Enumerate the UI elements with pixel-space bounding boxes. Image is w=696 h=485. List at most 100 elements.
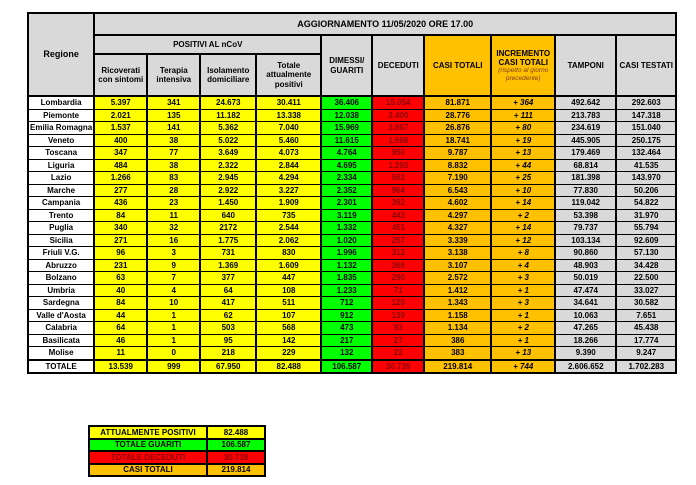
- cell-incremento: + 14: [490, 221, 557, 235]
- cell-isolamento: 2172: [199, 221, 258, 235]
- cell-ricoverati: 340: [93, 221, 149, 235]
- cell-testati: 31.970: [615, 208, 678, 222]
- cell-incremento: + 80: [490, 121, 557, 135]
- cell-guariti: 1.233: [320, 283, 374, 297]
- cell-deceduti: 30.739: [371, 358, 426, 374]
- cell-incremento: + 19: [490, 133, 557, 147]
- cell-terapia: 999: [146, 358, 202, 374]
- cell-positivi: 108: [255, 283, 323, 297]
- cell-casi: 18.741: [423, 133, 493, 147]
- cell-terapia: 4: [146, 283, 202, 297]
- cell-tamponi: 103.134: [554, 233, 618, 247]
- summary-value: 82.488: [206, 425, 266, 440]
- cell-isolamento: 377: [199, 271, 258, 285]
- cell-incremento: + 44: [490, 158, 557, 172]
- cell-incremento: + 3: [490, 271, 557, 285]
- summary-label: CASI TOTALI: [88, 462, 208, 477]
- update-title: AGGIORNAMENTO 11/05/2020 ORE 17.00: [93, 12, 678, 36]
- cell-tamponi: 119.042: [554, 196, 618, 210]
- cell-regione: Puglia: [26, 221, 96, 235]
- cell-testati: 54.822: [615, 196, 678, 210]
- cell-terapia: 1: [146, 308, 202, 322]
- cell-tamponi: 79.737: [554, 221, 618, 235]
- cell-positivi: 2.062: [255, 233, 323, 247]
- cell-incremento: + 1: [490, 283, 557, 297]
- summary-value: 106.587: [206, 437, 266, 452]
- cell-deceduti: 451: [371, 221, 426, 235]
- cell-incremento: + 4: [490, 258, 557, 272]
- cell-deceduti: 1.666: [371, 133, 426, 147]
- cell-terapia: 11: [146, 208, 202, 222]
- cell-casi: 6.543: [423, 183, 493, 197]
- cell-testati: 55.794: [615, 221, 678, 235]
- cell-tamponi: 34.641: [554, 296, 618, 310]
- cell-casi: 1.158: [423, 308, 493, 322]
- cell-guariti: 132: [320, 346, 374, 360]
- table-row: Emilia Romagna 1.537 141 5.362 7.040 15.969 3.…: [26, 121, 678, 135]
- casi-totali-header: CASI TOTALI: [423, 34, 493, 97]
- summary-row: TOTALE GUARITI 106.587: [88, 437, 266, 452]
- header-row-title: Regione AGGIORNAMENTO 11/05/2020 ORE 17.…: [26, 12, 678, 97]
- cell-casi: 28.776: [423, 108, 493, 122]
- table-row: Veneto 400 38 5.022 5.460 11.615 1.666 18.741 + …: [26, 133, 678, 147]
- table-row: Trento 84 11 640 735 3.119 443 4.297 + 2 53.398 31…: [26, 208, 678, 222]
- cell-tamponi: 48.903: [554, 258, 618, 272]
- table-row: Lombardia 5.397 341 24.673 30.411 36.406 15.05…: [26, 95, 678, 110]
- cell-positivi: 229: [255, 346, 323, 360]
- cell-isolamento: 24.673: [199, 95, 258, 110]
- cell-positivi: 3.227: [255, 183, 323, 197]
- cell-testati: 33.027: [615, 283, 678, 297]
- cell-testati: 41.535: [615, 158, 678, 172]
- cell-terapia: 0: [146, 346, 202, 360]
- table-row: Campania 436 23 1.450 1.909 2.301 392 4.602 + 14…: [26, 196, 678, 210]
- cell-ricoverati: 1.537: [93, 121, 149, 135]
- cell-isolamento: 5.022: [199, 133, 258, 147]
- cell-isolamento: 3.649: [199, 146, 258, 160]
- cell-ricoverati: 64: [93, 321, 149, 335]
- cell-terapia: 141: [146, 121, 202, 135]
- table-row: Basilicata 46 1 95 142 217 27 386 + 1 18.266 17.77…: [26, 333, 678, 347]
- cell-guariti: 4.695: [320, 158, 374, 172]
- table-row: Abruzzo 231 9 1.369 1.609 1.132 366 3.107 + 4 48.…: [26, 258, 678, 272]
- ricoverati-header: Ricoverati con sintomi: [93, 53, 149, 97]
- cell-positivi: 30.411: [255, 95, 323, 110]
- totale-row: TOTALE 13.539 999 67.950 82.488 106.587 30.739…: [26, 358, 678, 374]
- cell-positivi: 447: [255, 271, 323, 285]
- casi-testati-header: CASI TESTATI: [615, 34, 678, 97]
- cell-guariti: 912: [320, 308, 374, 322]
- table-row: Bolzano 63 7 377 447 1.835 290 2.572 + 3 50.019 22…: [26, 271, 678, 285]
- cell-ricoverati: 84: [93, 208, 149, 222]
- table-row: Molise 11 0 218 229 132 22 383 + 13 9.390 9.247: [26, 346, 678, 360]
- cell-tamponi: 179.469: [554, 146, 618, 160]
- cell-deceduti: 27: [371, 333, 426, 347]
- cell-positivi: 142: [255, 333, 323, 347]
- cell-incremento: + 10: [490, 183, 557, 197]
- cell-regione: Sardegna: [26, 296, 96, 310]
- cell-testati: 250.175: [615, 133, 678, 147]
- summary-row: TOTALE DECEDUTI 30.739: [88, 450, 266, 465]
- cell-positivi: 830: [255, 246, 323, 260]
- cell-guariti: 1.332: [320, 221, 374, 235]
- cell-casi: 1.343: [423, 296, 493, 310]
- cell-terapia: 341: [146, 95, 202, 110]
- cell-incremento: + 14: [490, 196, 557, 210]
- cell-regione: Toscana: [26, 146, 96, 160]
- cell-isolamento: 2.322: [199, 158, 258, 172]
- cell-deceduti: 15.054: [371, 95, 426, 110]
- cell-regione: TOTALE: [26, 358, 96, 374]
- cell-tamponi: 2.606.652: [554, 358, 618, 374]
- cell-incremento: + 13: [490, 346, 557, 360]
- cell-guariti: 15.969: [320, 121, 374, 135]
- cell-testati: 143.970: [615, 171, 678, 185]
- cell-terapia: 9: [146, 258, 202, 272]
- cell-testati: 50.206: [615, 183, 678, 197]
- table-row: Toscana 347 77 3.649 4.073 4.764 950 9.787 + 13 1…: [26, 146, 678, 160]
- cell-testati: 17.774: [615, 333, 678, 347]
- cell-casi: 4.327: [423, 221, 493, 235]
- cell-testati: 57.130: [615, 246, 678, 260]
- cell-incremento: + 3: [490, 296, 557, 310]
- cell-terapia: 3: [146, 246, 202, 260]
- cell-tamponi: 445.905: [554, 133, 618, 147]
- cell-testati: 45.438: [615, 321, 678, 335]
- cell-deceduti: 139: [371, 308, 426, 322]
